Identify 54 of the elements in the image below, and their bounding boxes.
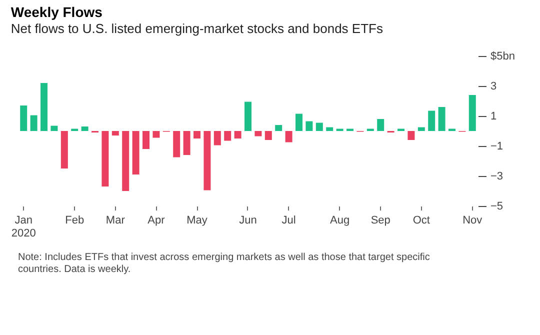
bar bbox=[254, 131, 262, 136]
bar bbox=[244, 102, 252, 131]
x-tick-label: May bbox=[186, 214, 208, 226]
bar bbox=[50, 126, 58, 131]
x-tick-label: Aug bbox=[330, 214, 350, 226]
bar bbox=[428, 110, 436, 131]
x-tick-label: Jul bbox=[282, 214, 296, 226]
bar bbox=[275, 125, 282, 131]
x-tick-label: Oct bbox=[412, 214, 430, 226]
bar bbox=[438, 107, 446, 131]
bar bbox=[408, 131, 415, 140]
chart-title: Weekly Flows bbox=[10, 4, 103, 20]
bar bbox=[234, 131, 242, 138]
chart-subtitle: Net flows to U.S. listed emerging-market stocks and bonds ETFs bbox=[10, 21, 384, 36]
x-tick-label: Mar bbox=[106, 214, 126, 226]
bar bbox=[152, 131, 160, 138]
bar bbox=[142, 131, 150, 149]
x-tick-label: Nov bbox=[462, 214, 483, 226]
bar bbox=[60, 131, 68, 168]
text: Note: Includes ETFs that invest across emerging markets as well as those that target specific countries. Data is weekly. bbox=[18, 252, 430, 275]
x-tick-label: Jan 2020 bbox=[11, 214, 36, 240]
bar bbox=[377, 119, 384, 131]
x-tick-label: Feb bbox=[65, 214, 84, 226]
bar bbox=[214, 131, 221, 146]
bar bbox=[296, 114, 302, 131]
bar bbox=[122, 131, 130, 191]
bar bbox=[316, 122, 323, 131]
y-tick-label: 3 bbox=[490, 80, 497, 92]
bar bbox=[264, 131, 272, 140]
bar bbox=[285, 131, 292, 142]
bar bbox=[20, 106, 28, 131]
bar bbox=[183, 131, 190, 155]
bar bbox=[81, 126, 88, 131]
bar bbox=[224, 131, 232, 141]
y-tick-label: $5bn bbox=[490, 50, 515, 62]
x-tick-label: Apr bbox=[148, 214, 166, 226]
bar bbox=[194, 131, 200, 138]
bar bbox=[40, 83, 48, 131]
bar bbox=[30, 115, 38, 131]
bar bbox=[173, 131, 180, 158]
bar bbox=[326, 127, 334, 131]
bar bbox=[102, 131, 109, 186]
bar bbox=[112, 131, 119, 136]
bar bbox=[132, 131, 140, 174]
bar bbox=[468, 95, 476, 131]
y-tick-label: −3 bbox=[490, 170, 504, 182]
bar bbox=[306, 121, 313, 131]
x-tick-label: Sep bbox=[370, 214, 390, 226]
bar bbox=[418, 127, 425, 131]
bar bbox=[204, 131, 211, 190]
y-tick-label: −5 bbox=[490, 200, 504, 212]
y-tick-label: −1 bbox=[490, 140, 504, 152]
y-tick-label: 1 bbox=[490, 110, 497, 122]
x-tick-label: Jun bbox=[239, 214, 257, 226]
